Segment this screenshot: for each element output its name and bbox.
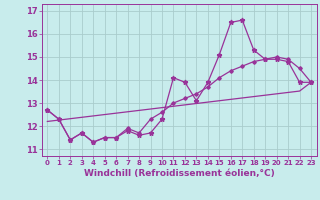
X-axis label: Windchill (Refroidissement éolien,°C): Windchill (Refroidissement éolien,°C) <box>84 169 275 178</box>
